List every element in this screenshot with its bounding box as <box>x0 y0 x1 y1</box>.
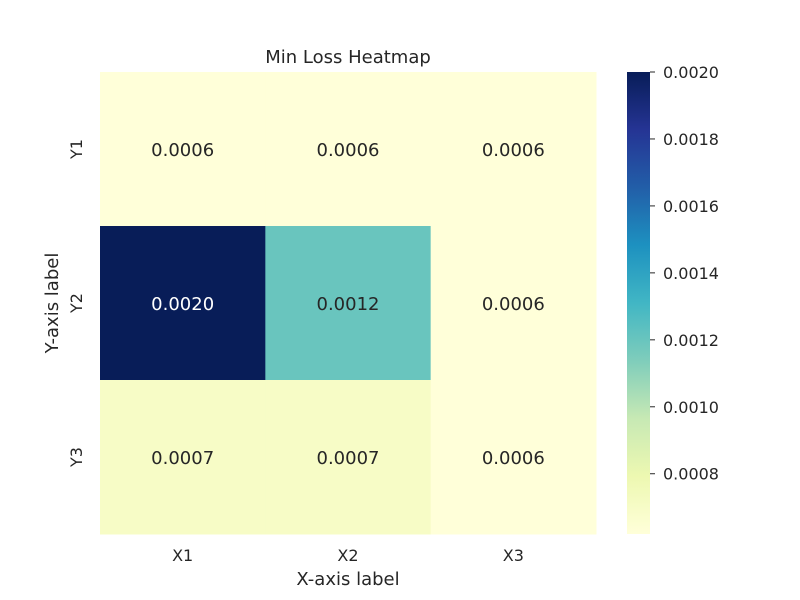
y-tick-labels: Y1 Y2 Y3 <box>67 139 86 468</box>
cell-value-label: 0.0006 <box>151 140 214 161</box>
heatmap-cell-y3-x3 <box>430 380 597 535</box>
chart-title: Min Loss Heatmap <box>265 47 431 68</box>
colorbar-tick-label: 0.0018 <box>663 130 719 149</box>
colorbar-gradient <box>627 72 650 534</box>
heatmap-cells: 0.0006 0.0006 0.0006 0.0020 0.0012 0.0006 0.00… <box>100 72 597 535</box>
x-axis-label: X-axis label <box>296 569 399 590</box>
heatmap-cell-y2-x3 <box>430 226 597 381</box>
colorbar: 0.0008 0.0010 0.0012 0.0014 0.0016 0.0018 0.00… <box>627 63 719 534</box>
heatmap-cell-y1-x2 <box>265 72 432 227</box>
cell-value-label: 0.0006 <box>482 140 545 161</box>
cell-value-label: 0.0012 <box>317 294 380 315</box>
x-tick-label: X2 <box>337 546 358 565</box>
colorbar-tick-label: 0.0016 <box>663 197 719 216</box>
y-tick-label: Y1 <box>67 139 86 160</box>
colorbar-tick-label: 0.0020 <box>663 63 719 82</box>
y-tick-label: Y2 <box>67 293 86 314</box>
cell-value-label: 0.0007 <box>317 448 380 469</box>
colorbar-tick-label: 0.0008 <box>663 465 719 484</box>
heatmap-cell-y3-x2 <box>265 380 432 535</box>
colorbar-tick-label: 0.0010 <box>663 398 719 417</box>
cell-value-label: 0.0006 <box>482 448 545 469</box>
cell-value-label: 0.0007 <box>151 448 214 469</box>
cell-value-label: 0.0006 <box>482 294 545 315</box>
colorbar-tick-label: 0.0012 <box>663 331 719 350</box>
heatmap-cell-y1-x3 <box>430 72 597 227</box>
x-tick-labels: X1 X2 X3 <box>172 546 524 565</box>
cell-value-label: 0.0020 <box>151 294 214 315</box>
y-axis-label: Y-axis label <box>42 253 63 355</box>
cell-value-label: 0.0006 <box>317 140 380 161</box>
heatmap-cell-y2-x1 <box>100 226 266 381</box>
x-tick-label: X3 <box>503 546 524 565</box>
x-tick-label: X1 <box>172 546 193 565</box>
heatmap-cell-y1-x1 <box>100 72 266 227</box>
colorbar-tick-label: 0.0014 <box>663 264 719 283</box>
y-tick-label: Y3 <box>67 447 86 468</box>
heatmap-cell-y2-x2 <box>265 226 432 381</box>
heatmap-cell-y3-x1 <box>100 380 266 535</box>
